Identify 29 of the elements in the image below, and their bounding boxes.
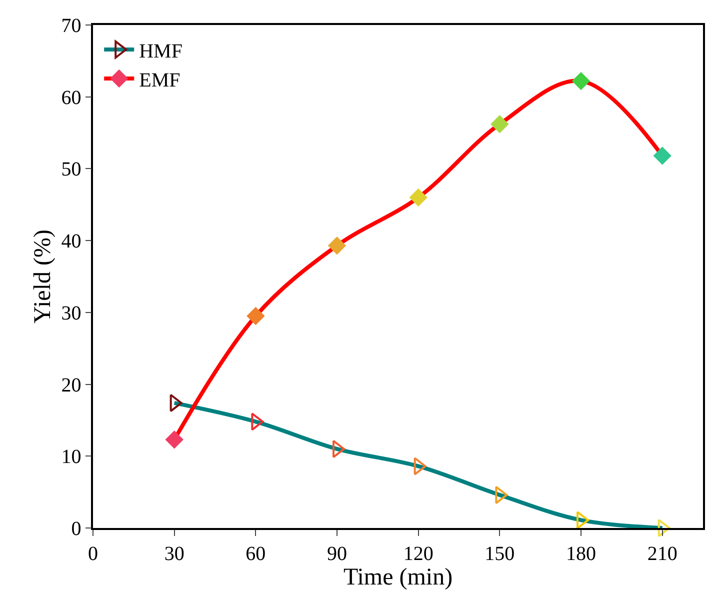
y-tick-label: 40: [61, 230, 82, 253]
point: [409, 188, 428, 207]
x-tick-label: 120: [403, 542, 434, 565]
y-axis-title: Yield (%): [30, 230, 56, 324]
point: [653, 146, 672, 165]
point: [572, 72, 590, 90]
point: [165, 430, 184, 449]
point: [414, 457, 426, 476]
x-tick-label: 0: [88, 542, 98, 565]
legend-label: EMF: [139, 69, 180, 92]
x-tick-label: 180: [566, 542, 596, 565]
x-tick-label: 30: [164, 542, 184, 565]
y-tick-label: 70: [61, 15, 82, 37]
x-tick-label: 150: [484, 542, 515, 565]
x-tick-label: 60: [246, 542, 266, 565]
y-tick-label: 60: [61, 86, 82, 109]
x-axis-title: Time (min): [343, 564, 453, 591]
x-tick-label: 90: [327, 542, 347, 565]
point: [490, 115, 509, 134]
y-tick-label: 0: [71, 518, 82, 540]
y-tick-label: 50: [61, 158, 82, 181]
point: [246, 306, 265, 326]
legend-label: HMF: [139, 40, 182, 62]
y-tick-label: 20: [61, 374, 82, 396]
point: [251, 412, 264, 431]
x-tick-label: 210: [647, 542, 678, 565]
y-tick-label: 30: [61, 302, 82, 324]
y-tick-label: 10: [61, 446, 82, 468]
point: [328, 236, 346, 255]
